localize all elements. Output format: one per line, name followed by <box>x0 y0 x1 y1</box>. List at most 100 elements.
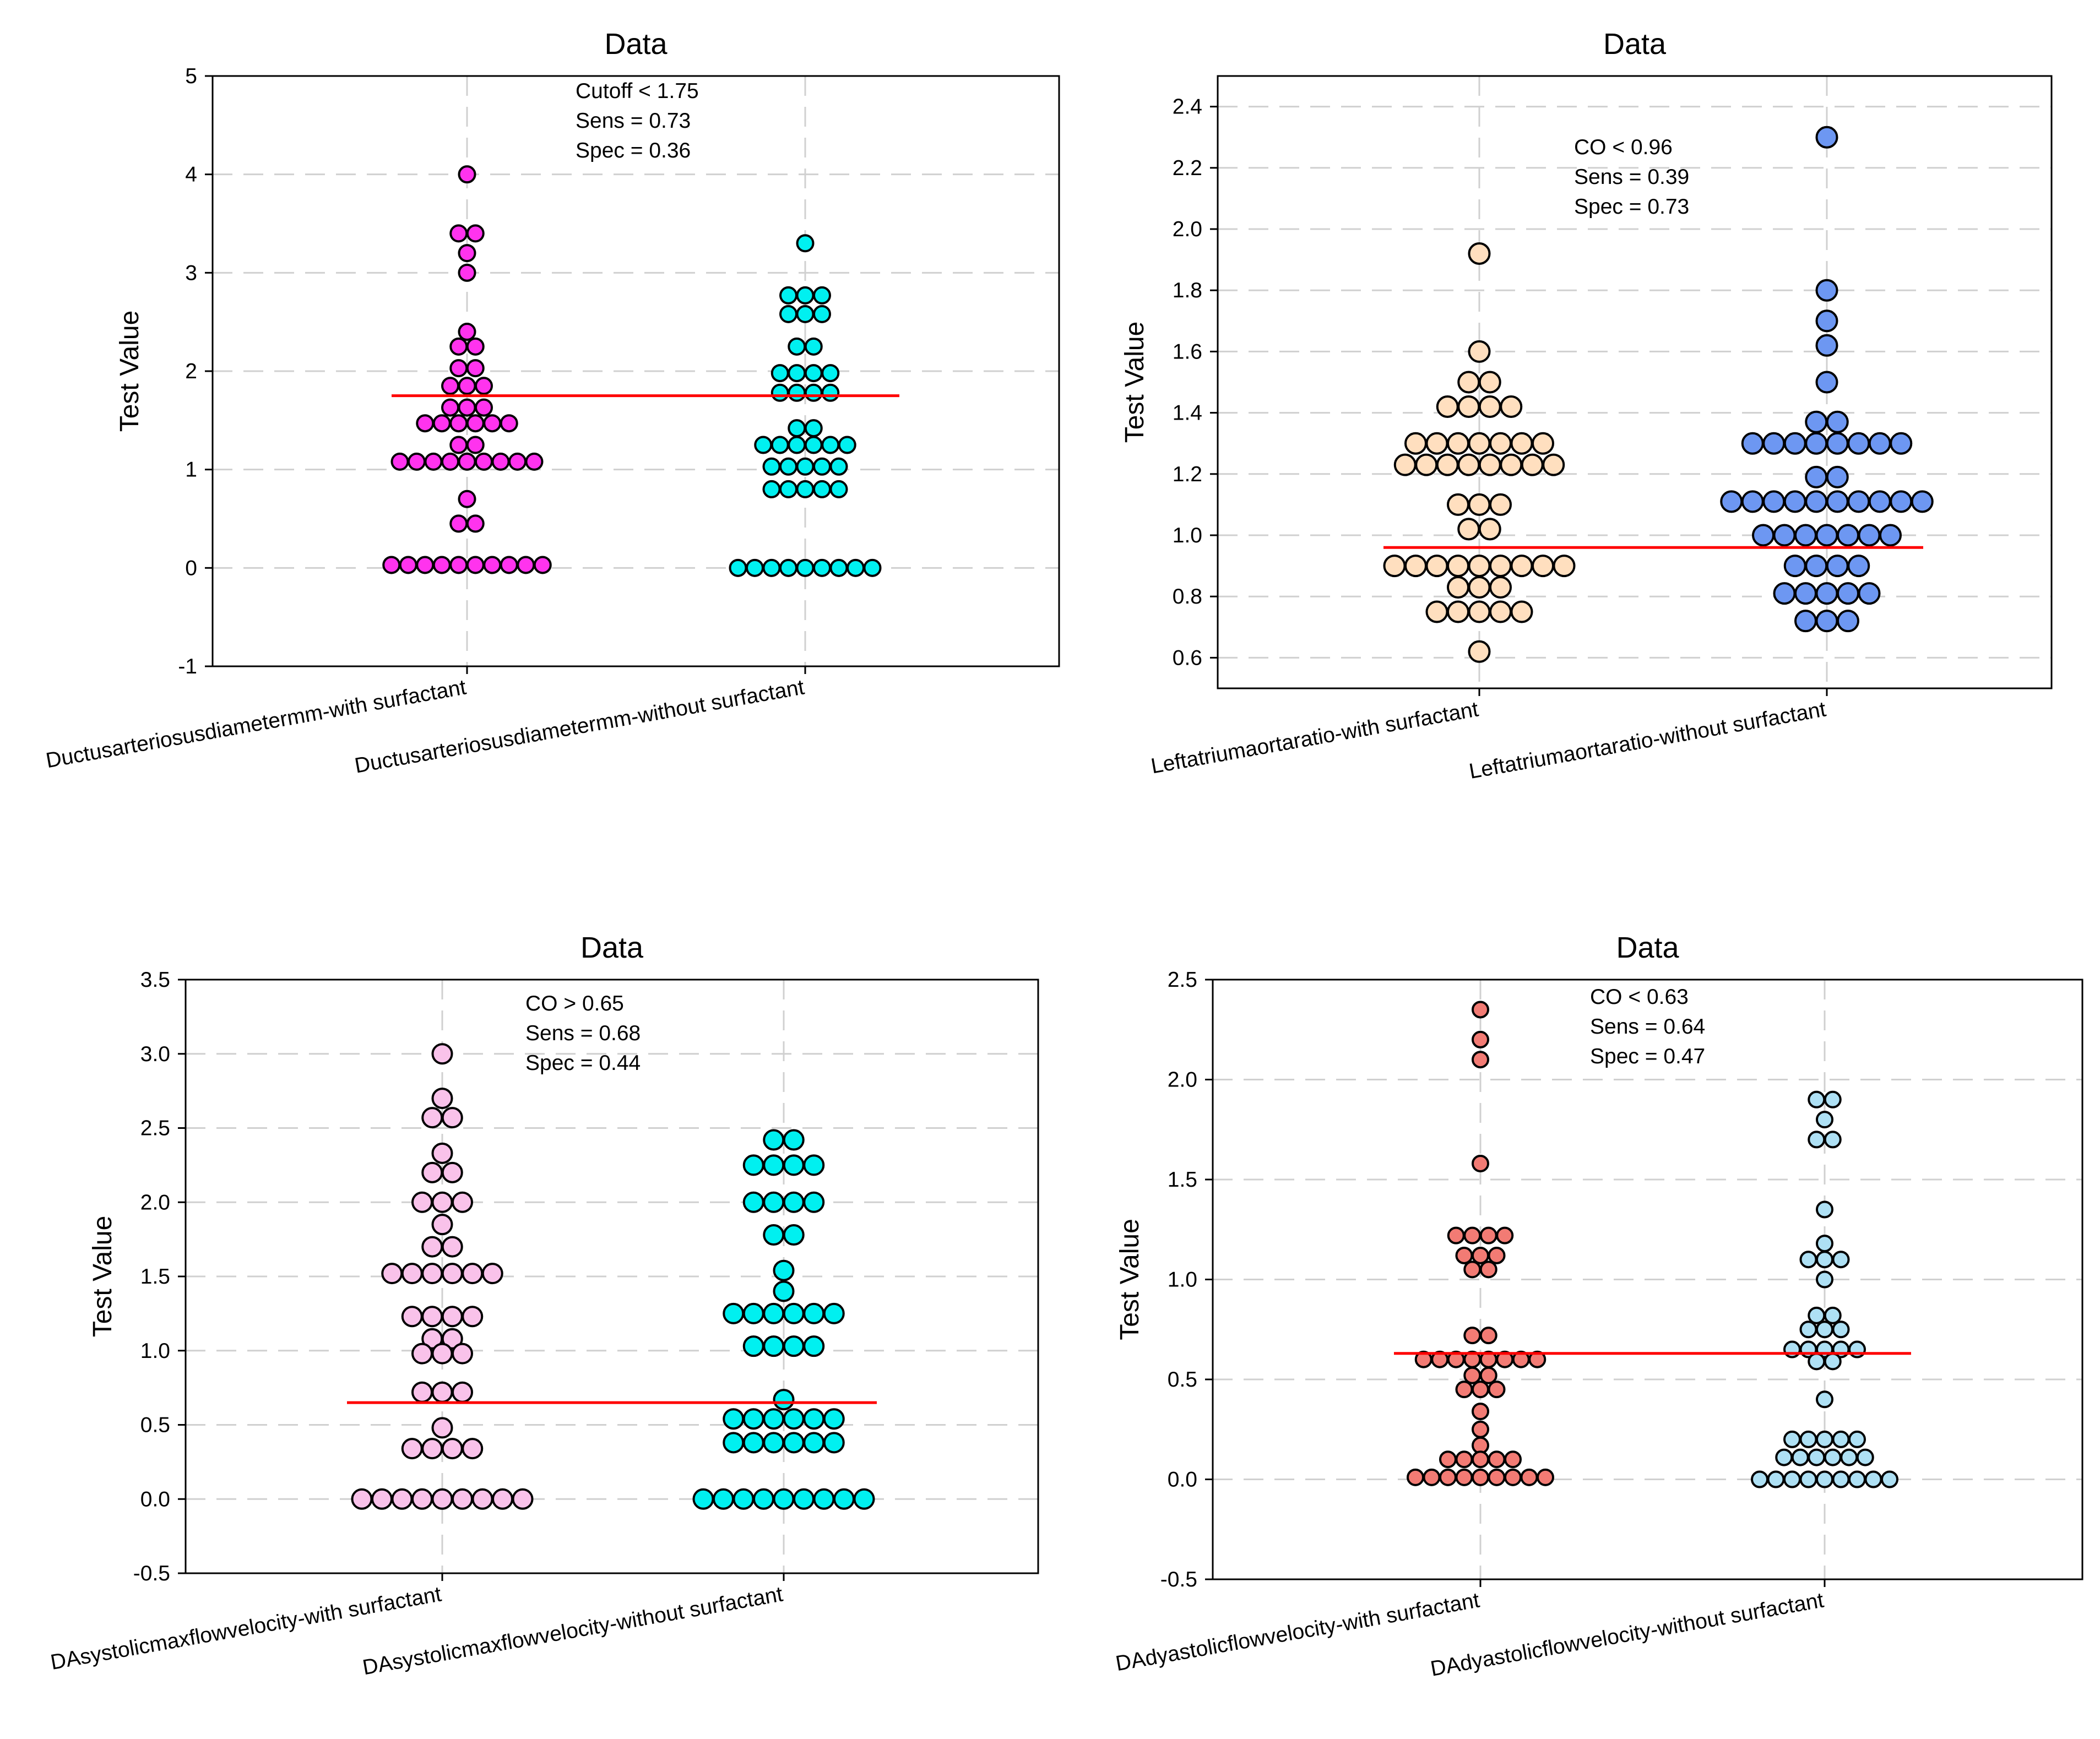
panel2-data-point <box>1436 453 1459 476</box>
panel2-data-point <box>1521 453 1544 476</box>
panel3-data-point <box>783 1154 805 1176</box>
panel3-data-point <box>783 1302 805 1324</box>
panel2-data-point <box>1457 371 1480 394</box>
panel1-data-point <box>838 436 856 454</box>
panel3-data-point <box>492 1488 513 1510</box>
panel2-data-point <box>1447 600 1469 623</box>
panel2-annotation-line: Spec = 0.73 <box>1574 195 1689 219</box>
panel4-data-point <box>1423 1468 1441 1486</box>
panel3-data-point <box>742 1335 764 1357</box>
panel2-data-point <box>1468 600 1491 623</box>
panel3-data-point <box>452 1191 473 1213</box>
panel3-data-point <box>441 1107 463 1129</box>
panel1-data-point <box>424 452 443 471</box>
panel2-data-point <box>1815 582 1838 605</box>
panel3-data-point <box>783 1432 805 1454</box>
panel2-data-point <box>1837 524 1859 547</box>
panel4-ytick-label: 0.5 <box>1168 1368 1197 1392</box>
panel3-data-point <box>723 1408 745 1430</box>
panel3-data-point <box>763 1129 785 1151</box>
panel3-data-point <box>823 1302 845 1324</box>
panel3-data-point <box>381 1263 403 1285</box>
panel3-data-point <box>452 1488 473 1510</box>
panel1-annotation-line: Cutoff < 1.75 <box>576 79 699 103</box>
panel4-ytick-label: 1.5 <box>1168 1168 1197 1192</box>
panel2-data-point <box>1752 524 1775 547</box>
panel4-data-point <box>1488 1468 1506 1486</box>
panel4-data-point <box>1439 1468 1457 1486</box>
panel4-data-point <box>1472 1468 1489 1486</box>
panel2-data-point <box>1890 490 1913 513</box>
panel4-data-point <box>1816 1390 1833 1409</box>
panel3-data-point <box>783 1408 805 1430</box>
panel3-data-point <box>783 1335 805 1357</box>
panel1-data-point <box>432 414 451 433</box>
panel1-data-point <box>466 436 485 454</box>
panel3-data-point <box>441 1236 463 1258</box>
panel2-data-point <box>1500 453 1523 476</box>
panel3-data-point <box>391 1488 413 1510</box>
panel4-data-point <box>1479 1260 1497 1279</box>
panel4-ytick-label: 2.5 <box>1168 968 1197 992</box>
panel3-data-point <box>421 1438 443 1460</box>
panel3-data-point <box>421 1306 443 1328</box>
panel1-data-point <box>517 556 535 574</box>
panel1-data-point <box>458 452 476 471</box>
panel3-ytick-label: 1.5 <box>140 1265 170 1289</box>
panel4-data-point <box>1848 1430 1866 1448</box>
panel1-data-point <box>458 263 476 282</box>
panel4-title: Data <box>1616 931 1679 964</box>
panel1-data-point <box>449 359 468 378</box>
panel3-data-point <box>803 1335 825 1357</box>
panel3-data-point <box>783 1129 805 1151</box>
panel2-data-point <box>1847 555 1870 578</box>
panel1-data-point <box>863 558 882 577</box>
panel4-data-point <box>1816 1235 1833 1253</box>
panel1-data-point <box>813 305 831 323</box>
panel1-data-point <box>525 452 544 471</box>
panel4-data-point <box>1799 1251 1817 1269</box>
panel2-data-point <box>1404 555 1427 578</box>
panel1-data-point <box>804 436 823 454</box>
panel4-annotation-line: Sens = 0.64 <box>1590 1015 1705 1039</box>
panel1-data-point <box>441 452 459 471</box>
panel3-ytick-label: 3.0 <box>140 1042 170 1066</box>
panel4-data-point <box>1832 1320 1850 1339</box>
panel2-ytick-label: 1.6 <box>1173 340 1202 363</box>
panel3-data-point <box>742 1432 764 1454</box>
panel1-data-point <box>813 480 831 498</box>
panel3-data-point <box>803 1408 825 1430</box>
panel3-data-point <box>462 1263 484 1285</box>
panel1-data-point <box>466 414 485 433</box>
panel3-data-point <box>411 1343 433 1365</box>
panel3-data-point <box>813 1488 835 1510</box>
panel1-data-point <box>382 556 401 574</box>
panel4-data-point <box>1848 1340 1866 1358</box>
panel3-data-point <box>783 1191 805 1213</box>
panel2-data-point <box>1468 555 1491 578</box>
panel2-data-point <box>1815 334 1838 357</box>
panel3-data-point <box>441 1161 463 1183</box>
panel2-data-point <box>1805 490 1828 513</box>
panel1-data-point <box>508 452 527 471</box>
panel1-annotation-line: Sens = 0.73 <box>576 109 691 133</box>
panel4-data-point <box>1824 1448 1842 1466</box>
panel3-ytick-label: 0.0 <box>140 1487 170 1511</box>
panel4-data-point <box>1479 1327 1497 1345</box>
panel2-data-point <box>1404 432 1427 455</box>
panel2-data-point <box>1741 490 1764 513</box>
panel3-data-point <box>742 1408 764 1430</box>
panel4-data-point <box>1751 1470 1768 1488</box>
panel1-data-point <box>804 337 823 356</box>
panel3-data-point <box>421 1161 443 1183</box>
panel1-data-point <box>821 364 840 383</box>
panel3-title: Data <box>580 931 644 964</box>
panel3-data-point <box>431 1088 453 1110</box>
panel4-ytick-label: 1.0 <box>1168 1268 1197 1292</box>
panel2-data-point <box>1468 576 1491 599</box>
panel4-data-point <box>1472 1403 1489 1421</box>
panel4-data-point <box>1864 1470 1882 1488</box>
panel4-ytick-label: -0.5 <box>1160 1568 1197 1591</box>
panel4-data-point <box>1504 1468 1522 1486</box>
